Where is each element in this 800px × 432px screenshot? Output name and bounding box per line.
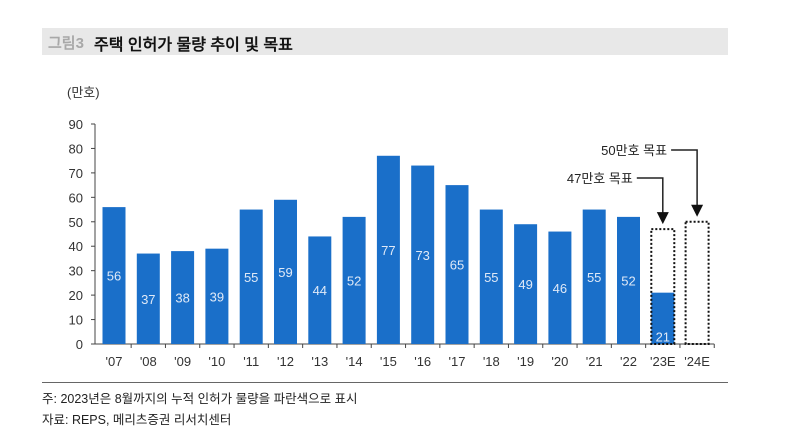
bar-value-label: 55 xyxy=(484,270,498,285)
bar xyxy=(479,209,503,344)
bar-value-label: 73 xyxy=(415,248,429,263)
bar xyxy=(274,199,297,344)
x-tick-label: '09 xyxy=(174,354,191,369)
bar xyxy=(239,209,263,344)
target-box xyxy=(684,220,710,345)
x-tick-label: '07 xyxy=(106,354,123,369)
bar xyxy=(411,165,435,344)
x-tick-label: '08 xyxy=(140,354,157,369)
x-tick-label: '18 xyxy=(483,354,500,369)
arrow-down-icon xyxy=(656,212,669,225)
bar xyxy=(582,209,606,344)
bar-value-label: 65 xyxy=(450,258,464,273)
source-note: 자료: REPS, 메리츠증권 리서치센터 xyxy=(42,413,232,427)
bar-value-label: 49 xyxy=(518,277,532,292)
footnote: 주: 2023년은 8월까지의 누적 인허가 물량을 파란색으로 표시 xyxy=(42,392,358,406)
x-tick-label: '17 xyxy=(449,354,466,369)
bar xyxy=(102,207,126,344)
y-tick-label: 80 xyxy=(69,141,83,156)
target-box xyxy=(650,228,676,345)
y-tick-label: 70 xyxy=(69,166,83,181)
x-tick-label: '20 xyxy=(551,354,568,369)
y-axis-unit: (만호) xyxy=(67,85,100,100)
target-arrow-line xyxy=(671,149,698,206)
bar xyxy=(308,236,332,344)
y-tick-label: 10 xyxy=(69,313,83,328)
bar-value-label: 56 xyxy=(107,269,121,284)
y-tick-label: 40 xyxy=(69,239,83,254)
x-tick-label: '16 xyxy=(414,354,431,369)
bar-value-label: 77 xyxy=(381,243,395,258)
x-tick-label: '21 xyxy=(586,354,603,369)
x-tick-label: '22 xyxy=(620,354,637,369)
x-tick-label: '23E xyxy=(650,354,676,369)
bar xyxy=(376,155,400,344)
bar-value-label: 52 xyxy=(347,273,361,288)
x-tick-label: '10 xyxy=(208,354,225,369)
bar xyxy=(445,185,469,344)
x-tick-label: '15 xyxy=(380,354,397,369)
y-tick-label: 60 xyxy=(69,190,83,205)
target-label: 47만호 목표 xyxy=(567,171,633,186)
bar-value-label: 38 xyxy=(175,291,189,306)
x-tick-label: '13 xyxy=(311,354,328,369)
bar-value-label: 55 xyxy=(244,270,258,285)
x-tick-label: '14 xyxy=(346,354,363,369)
bar xyxy=(342,216,366,344)
bar-value-label: 52 xyxy=(621,273,635,288)
bar xyxy=(514,224,538,344)
bar-value-label: 44 xyxy=(313,283,327,298)
bar xyxy=(548,231,572,344)
bar-value-label: 37 xyxy=(141,292,155,307)
bar-value-label: 55 xyxy=(587,270,601,285)
bar xyxy=(205,248,229,344)
x-tick-label: '12 xyxy=(277,354,294,369)
bar-value-label: 59 xyxy=(278,265,292,280)
y-tick-label: 30 xyxy=(69,264,83,279)
bar-value-label: 39 xyxy=(210,289,224,304)
arrow-down-icon xyxy=(691,204,704,217)
y-tick-label: 0 xyxy=(76,337,83,352)
figure-title: 주택 인허가 물량 추이 및 목표 xyxy=(94,37,293,54)
x-tick-label: '19 xyxy=(517,354,534,369)
y-tick-label: 50 xyxy=(69,215,83,230)
figure-number: 그림3 xyxy=(48,35,84,52)
bar xyxy=(651,292,675,344)
bar xyxy=(617,216,640,344)
figure-title-bar: 그림3 주택 인허가 물량 추이 및 목표 xyxy=(42,28,728,55)
bar xyxy=(171,251,195,344)
x-tick-label: '11 xyxy=(243,354,259,369)
target-label: 50만호 목표 xyxy=(601,143,667,158)
footer-divider xyxy=(42,382,728,383)
bar-value-label: 46 xyxy=(553,281,567,296)
bar-value-label: 21 xyxy=(656,329,670,344)
target-arrow-line xyxy=(636,177,664,214)
bar xyxy=(136,253,160,344)
y-tick-label: 20 xyxy=(69,288,83,303)
x-tick-label: '24E xyxy=(684,354,710,369)
y-tick-label: 90 xyxy=(69,117,83,132)
